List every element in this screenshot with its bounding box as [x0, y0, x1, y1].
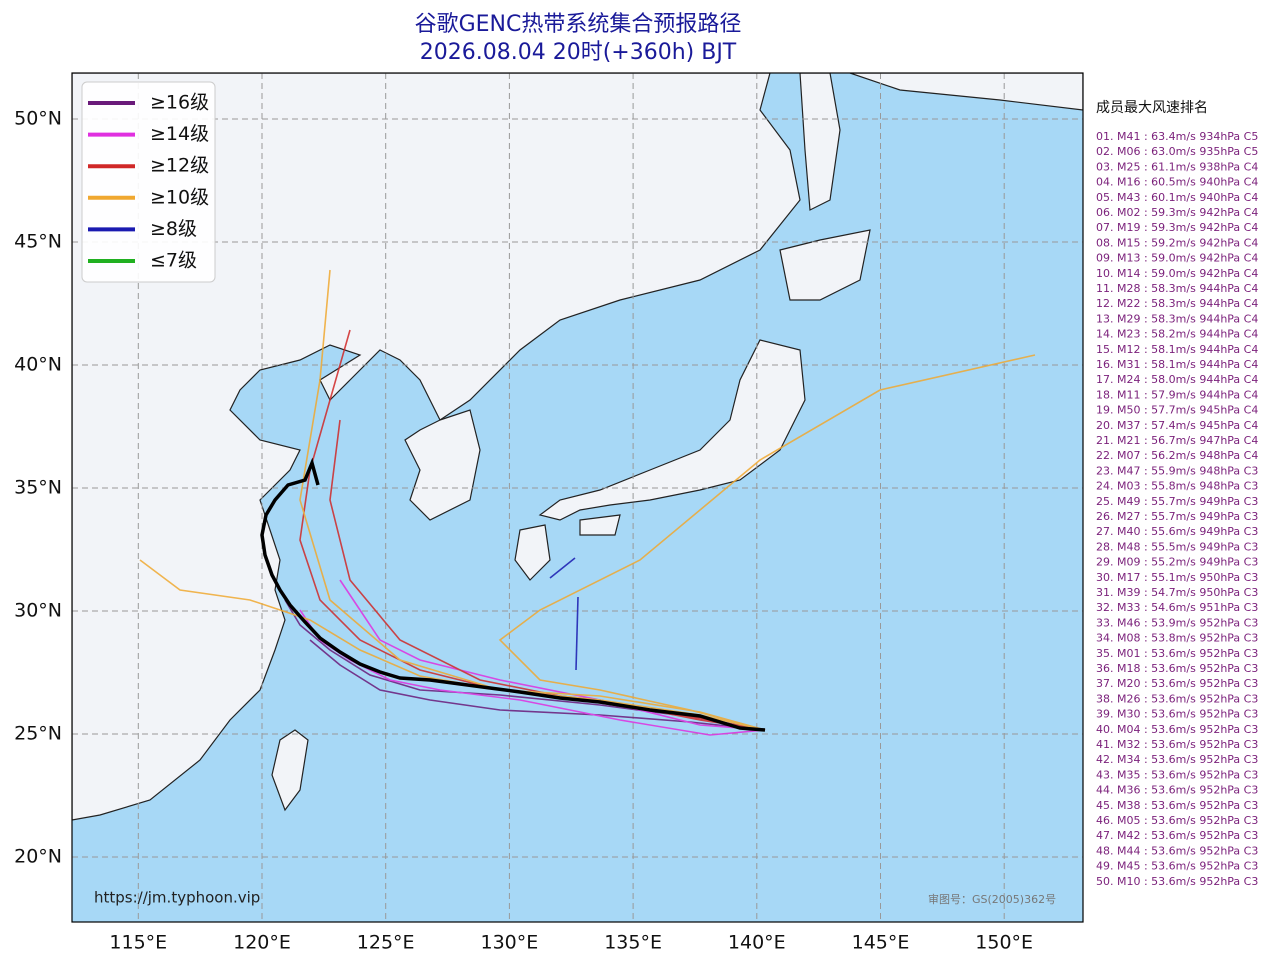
legend-label: ≥8级 [150, 218, 197, 240]
ranking-entry: 06. M02 : 59.3m/s 942hPa C4 [1096, 206, 1258, 219]
ranking-entry: 09. M13 : 59.0m/s 942hPa C4 [1096, 252, 1258, 265]
approval-number: 审图号：GS(2005)362号 [928, 892, 1056, 906]
ranking-entry: 35. M01 : 53.6m/s 952hPa C3 [1096, 647, 1258, 660]
title: 谷歌GENC热带系统集合预报路径 [415, 12, 742, 37]
plot-frame [71, 72, 1084, 923]
ranking-entry: 19. M50 : 57.7m/s 945hPa C4 [1096, 404, 1258, 417]
lat-tick-label: 20°N [14, 846, 62, 868]
ranking-entry: 28. M48 : 55.5m/s 949hPa C3 [1096, 540, 1258, 553]
legend-label: ≥14级 [150, 123, 209, 145]
ranking-entry: 48. M44 : 53.6m/s 952hPa C3 [1096, 844, 1258, 857]
lon-tick-label: 150°E [975, 932, 1033, 954]
ranking-entry: 15. M12 : 58.1m/s 944hPa C4 [1096, 343, 1258, 356]
lat-tick-label: 35°N [14, 477, 62, 499]
subtitle: 2026.08.04 20时(+360h) BJT [420, 40, 737, 65]
land [72, 73, 1083, 821]
lat-tick-label: 50°N [14, 108, 62, 130]
legend-box [81, 81, 216, 283]
lon-tick-label: 145°E [852, 932, 910, 954]
ranking-entry: 18. M11 : 57.9m/s 944hPa C4 [1096, 388, 1258, 401]
ranking-entry: 33. M46 : 53.9m/s 952hPa C3 [1096, 616, 1258, 629]
ranking-entry: 37. M20 : 53.6m/s 952hPa C3 [1096, 677, 1258, 690]
ranking-entry: 34. M08 : 53.8m/s 952hPa C3 [1096, 632, 1258, 645]
ranking-entry: 04. M16 : 60.5m/s 940hPa C4 [1096, 176, 1258, 189]
ranking-list: 01. M41 : 63.4m/s 934hPa C5 02. M06 : 63.… [1096, 130, 1258, 888]
legend-label: ≥10级 [150, 186, 209, 208]
ranking-entry: 43. M35 : 53.6m/s 952hPa C3 [1096, 768, 1258, 781]
ranking-entry: 17. M24 : 58.0m/s 944hPa C4 [1096, 373, 1258, 386]
ranking-entry: 11. M28 : 58.3m/s 944hPa C4 [1096, 282, 1258, 295]
ranking-entry: 38. M26 : 53.6m/s 952hPa C3 [1096, 692, 1258, 705]
lat-tick-label: 40°N [14, 354, 62, 376]
lon-tick-label: 115°E [109, 932, 167, 954]
ranking-entry: 13. M29 : 58.3m/s 944hPa C4 [1096, 312, 1258, 325]
ranking-entry: 21. M21 : 56.7m/s 947hPa C4 [1096, 434, 1258, 447]
lon-tick-label: 120°E [233, 932, 291, 954]
ranking-entry: 24. M03 : 55.8m/s 948hPa C3 [1096, 480, 1258, 493]
ranking-title: 成员最大风速排名 [1096, 100, 1208, 116]
lon-tick-label: 140°E [728, 932, 786, 954]
ranking-entry: 31. M39 : 54.7m/s 950hPa C3 [1096, 586, 1258, 599]
ranking-entry: 26. M27 : 55.7m/s 949hPa C3 [1096, 510, 1258, 523]
ranking-entry: 36. M18 : 53.6m/s 952hPa C3 [1096, 662, 1258, 675]
legend-label: ≥12级 [150, 155, 209, 177]
lon-tick-label: 125°E [357, 932, 415, 954]
ranking-entry: 29. M09 : 55.2m/s 949hPa C3 [1096, 556, 1258, 569]
legend-label: ≥16级 [150, 92, 209, 114]
ranking-entry: 49. M45 : 53.6m/s 952hPa C3 [1096, 860, 1258, 873]
ranking-entry: 46. M05 : 53.6m/s 952hPa C3 [1096, 814, 1258, 827]
mean-track [260, 457, 766, 732]
ranking-entry: 32. M33 : 54.6m/s 951hPa C3 [1096, 601, 1258, 614]
ranking-entry: 08. M15 : 59.2m/s 942hPa C4 [1096, 236, 1258, 249]
ranking-entry: 27. M40 : 55.6m/s 949hPa C3 [1096, 525, 1258, 538]
ranking-entry: 42. M34 : 53.6m/s 952hPa C3 [1096, 753, 1258, 766]
ranking-entry: 41. M32 : 53.6m/s 952hPa C3 [1096, 738, 1258, 751]
ranking-entry: 12. M22 : 58.3m/s 944hPa C4 [1096, 297, 1258, 310]
ranking-entry: 30. M17 : 55.1m/s 950hPa C3 [1096, 571, 1258, 584]
legend: ≥16级 ≥14级 ≥12级 ≥10级 ≥8级 ≤7级 [81, 81, 216, 283]
ranking-entry: 01. M41 : 63.4m/s 934hPa C5 [1096, 130, 1258, 143]
ranking-entry: 50. M10 : 53.6m/s 952hPa C3 [1096, 875, 1258, 888]
ranking-entry: 22. M07 : 56.2m/s 948hPa C4 [1096, 449, 1258, 462]
ranking-entry: 03. M25 : 61.1m/s 938hPa C4 [1096, 160, 1258, 173]
ranking-entry: 14. M23 : 58.2m/s 944hPa C4 [1096, 328, 1258, 341]
ranking-entry: 05. M43 : 60.1m/s 940hPa C4 [1096, 191, 1258, 204]
ranking-entry: 23. M47 : 55.9m/s 948hPa C3 [1096, 464, 1258, 477]
ranking-entry: 25. M49 : 55.7m/s 949hPa C3 [1096, 495, 1258, 508]
ranking-entry: 20. M37 : 57.4m/s 945hPa C4 [1096, 419, 1258, 432]
lat-tick-label: 25°N [14, 723, 62, 745]
ranking-entry: 45. M38 : 53.6m/s 952hPa C3 [1096, 799, 1258, 812]
source-url: https://jm.typhoon.vip [94, 889, 260, 907]
lat-tick-label: 45°N [14, 231, 62, 253]
ranking-entry: 16. M31 : 58.1m/s 944hPa C4 [1096, 358, 1258, 371]
ranking-entry: 40. M04 : 53.6m/s 952hPa C3 [1096, 723, 1258, 736]
ranking-entry: 44. M36 : 53.6m/s 952hPa C3 [1096, 784, 1258, 797]
legend-label: ≤7级 [150, 250, 197, 272]
ranking-entry: 47. M42 : 53.6m/s 952hPa C3 [1096, 829, 1258, 842]
lat-tick-label: 30°N [14, 600, 62, 622]
ranking-entry: 07. M19 : 59.3m/s 942hPa C4 [1096, 221, 1258, 234]
lon-tick-label: 135°E [604, 932, 662, 954]
ranking-entry: 02. M06 : 63.0m/s 935hPa C5 [1096, 145, 1258, 158]
lon-tick-label: 130°E [481, 932, 539, 954]
ranking-entry: 10. M14 : 59.0m/s 942hPa C4 [1096, 267, 1258, 280]
ranking-entry: 39. M30 : 53.6m/s 952hPa C3 [1096, 708, 1258, 721]
